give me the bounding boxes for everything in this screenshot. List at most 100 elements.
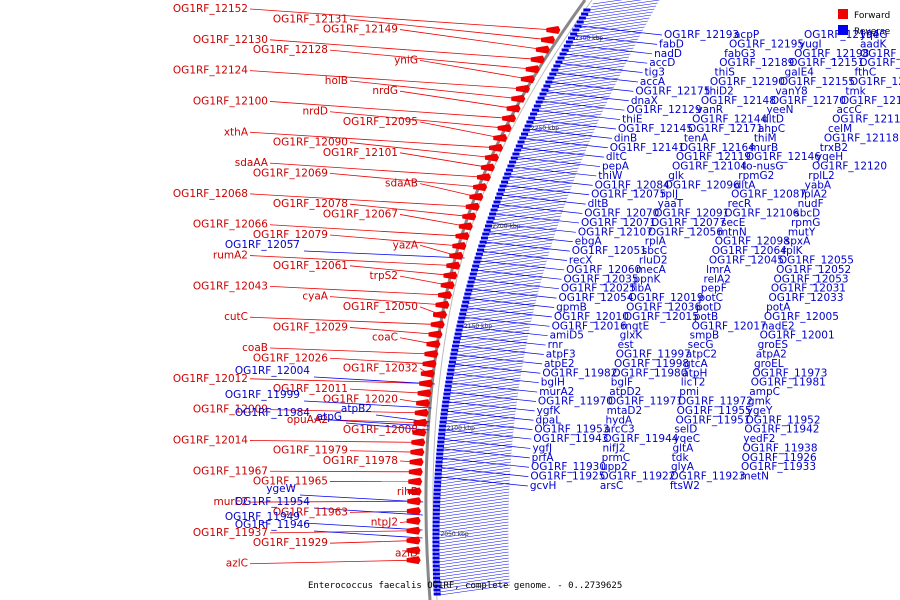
reverse-gene-label[interactable]: yqeH — [816, 151, 843, 163]
forward-gene-label[interactable]: OG1RF_12078 — [273, 198, 348, 210]
reverse-gene-label[interactable]: OG1RF_11970 — [538, 395, 613, 407]
reverse-gene-label[interactable]: smpB — [690, 330, 720, 342]
reverse-gene-label[interactable]: OG1RF_12010 — [554, 311, 629, 323]
reverse-gene-label[interactable]: lplA2 — [801, 189, 827, 201]
reverse-gene-label[interactable]: OG1RF_11954 — [235, 496, 310, 508]
reverse-gene-label[interactable]: mecA — [636, 264, 666, 276]
reverse-gene-label[interactable]: OG1RF_12144 — [692, 114, 767, 126]
reverse-gene-label[interactable]: mgtE — [622, 320, 650, 332]
reverse-gene-label[interactable]: OG1RF_12005 — [764, 311, 839, 323]
reverse-gene-label[interactable]: gltA — [672, 442, 694, 454]
reverse-gene-label[interactable]: OG1RF_11930 — [531, 461, 606, 473]
reverse-gene-label[interactable]: OG1RF_12054 — [558, 292, 633, 304]
reverse-gene-label[interactable]: thiD2 — [705, 85, 733, 97]
reverse-gene-label[interactable]: thiS — [715, 67, 736, 79]
reverse-gene-label[interactable]: OG1RF_12146 — [746, 151, 821, 163]
reverse-gene-label[interactable]: ygeY — [747, 405, 773, 417]
reverse-gene-label[interactable]: tmk — [845, 85, 866, 97]
reverse-gene-label[interactable]: OG1RF_12001 — [760, 330, 835, 342]
reverse-gene-label[interactable]: OG1RF_12070 — [584, 208, 659, 220]
reverse-gene-label[interactable]: mutY — [788, 226, 816, 238]
forward-gene-label[interactable]: OG1RF_12026 — [253, 352, 328, 364]
reverse-gene-label[interactable]: potC — [698, 292, 723, 304]
reverse-gene-label[interactable]: dnaX — [631, 95, 658, 107]
reverse-gene-label[interactable]: OG1RF_12119 — [676, 151, 751, 163]
reverse-gene-label[interactable]: OG1RF_12031 — [771, 283, 846, 295]
reverse-gene-label[interactable]: OG1RF_12057 — [225, 239, 300, 251]
reverse-gene-label[interactable]: OG1RF_12168 — [859, 57, 900, 69]
reverse-gene-label[interactable]: OG1RF_11952 — [745, 414, 820, 426]
forward-gene-label[interactable]: ntpJ2 — [371, 517, 398, 529]
reverse-gene-label[interactable]: potD — [696, 302, 721, 314]
reverse-gene-label[interactable]: OG1RF_12045 — [709, 255, 784, 267]
reverse-gene-label[interactable]: OG1RF_11938 — [742, 442, 817, 454]
reverse-gene-label[interactable]: OG1RF_12198 — [794, 48, 869, 60]
reverse-gene-label[interactable]: atpC2 — [686, 348, 717, 360]
reverse-gene-label[interactable]: OG1RF_12160 — [860, 48, 900, 60]
reverse-gene-label[interactable]: tenA — [684, 132, 709, 144]
forward-gene-label[interactable]: holB — [325, 75, 348, 87]
reverse-gene-label[interactable]: OG1RF_12096 — [665, 179, 740, 191]
forward-gene-label[interactable]: cyaA — [302, 291, 328, 303]
reverse-gene-label[interactable]: atpF3 — [546, 348, 576, 360]
forward-gene-label[interactable]: azlC — [226, 558, 248, 570]
reverse-gene-label[interactable]: dltD — [762, 114, 784, 126]
reverse-gene-label[interactable]: pepA — [602, 161, 630, 173]
forward-gene-label[interactable]: murE2 — [213, 496, 248, 508]
forward-gene-label[interactable]: OG1RF_12069 — [253, 167, 328, 179]
forward-gene-label[interactable]: OG1RF_12095 — [343, 116, 418, 128]
reverse-gene-label[interactable]: nudF — [798, 198, 824, 210]
reverse-gene-label[interactable]: mtnN — [718, 226, 747, 238]
forward-gene-label[interactable]: OG1RF_12061 — [273, 260, 348, 272]
reverse-gene-label[interactable]: OG1RF_12071 — [581, 217, 656, 229]
reverse-gene-label[interactable]: OG1RF_11926 — [742, 452, 817, 464]
forward-gene-label[interactable]: OG1RF_11978 — [323, 455, 398, 467]
forward-gene-label[interactable]: OG1RF_12009 — [193, 404, 268, 416]
forward-gene-label[interactable]: OG1RF_12131 — [273, 13, 348, 25]
forward-gene-label[interactable]: nrdG — [372, 85, 398, 97]
reverse-gene-label[interactable]: OG1RF_12064 — [712, 245, 787, 257]
reverse-gene-label[interactable]: OG1RF_12075 — [591, 189, 666, 201]
reverse-gene-label[interactable]: spxA — [785, 236, 811, 248]
reverse-gene-label[interactable]: atpB2 — [341, 403, 372, 415]
reverse-gene-label[interactable]: OG1RF_12051 — [572, 245, 647, 257]
reverse-gene-label[interactable]: OG1RF_12114 — [841, 95, 900, 107]
reverse-gene-label[interactable]: fabG3 — [724, 48, 756, 60]
reverse-gene-label[interactable]: OG1RF_12025 — [561, 283, 636, 295]
reverse-gene-label[interactable]: OG1RF_11999 — [225, 389, 300, 401]
forward-gene-label[interactable]: OG1RF_12130 — [193, 34, 268, 46]
reverse-gene-label[interactable]: tdk — [672, 452, 690, 464]
forward-gene-label[interactable]: OG1RF_12008 — [343, 424, 418, 436]
reverse-gene-label[interactable]: atpG — [317, 411, 342, 423]
reverse-gene-label[interactable]: OG1RF_12148 — [701, 95, 776, 107]
reverse-gene-label[interactable]: metN — [740, 471, 769, 483]
forward-gene-label[interactable]: OG1RF_11965 — [253, 476, 328, 488]
reverse-gene-label[interactable]: OG1RF_11946 — [235, 519, 310, 531]
forward-gene-label[interactable]: OG1RF_12029 — [273, 321, 348, 333]
reverse-gene-label[interactable]: ahpC — [758, 123, 785, 135]
reverse-gene-label[interactable]: groEL — [754, 358, 784, 370]
reverse-gene-label[interactable]: yedF2 — [743, 433, 775, 445]
reverse-gene-label[interactable]: OG1RF_11943 — [533, 433, 608, 445]
reverse-gene-label[interactable]: bglF — [611, 377, 633, 389]
reverse-gene-label[interactable]: thiM — [754, 132, 777, 144]
reverse-gene-label[interactable]: bglH — [541, 377, 565, 389]
forward-gene-label[interactable]: OG1RF_12079 — [253, 229, 328, 241]
reverse-gene-label[interactable]: prmC — [602, 452, 630, 464]
reverse-gene-label[interactable]: nifJ2 — [602, 442, 625, 454]
reverse-gene-label[interactable]: amiD5 — [550, 330, 584, 342]
forward-gene-label[interactable]: OG1RF_12066 — [193, 219, 268, 231]
reverse-gene-label[interactable]: OG1RF_12189 — [719, 57, 794, 69]
forward-gene-label[interactable]: OG1RF_11963 — [273, 506, 348, 518]
reverse-gene-label[interactable]: dpaL — [535, 414, 561, 426]
forward-gene-label[interactable]: rihB — [397, 486, 418, 498]
reverse-gene-label[interactable]: dinB — [614, 132, 637, 144]
reverse-gene-label[interactable]: acpP — [734, 29, 759, 41]
reverse-gene-label[interactable]: yqeG — [860, 29, 887, 41]
forward-gene-label[interactable]: coaB — [242, 342, 268, 354]
reverse-gene-label[interactable]: thiE — [622, 114, 642, 126]
reverse-gene-label[interactable]: ebgA — [575, 236, 603, 248]
reverse-gene-label[interactable]: rnr — [548, 339, 564, 351]
reverse-gene-label[interactable]: arsC — [600, 480, 624, 492]
forward-gene-label[interactable]: OG1RF_12011 — [273, 383, 348, 395]
